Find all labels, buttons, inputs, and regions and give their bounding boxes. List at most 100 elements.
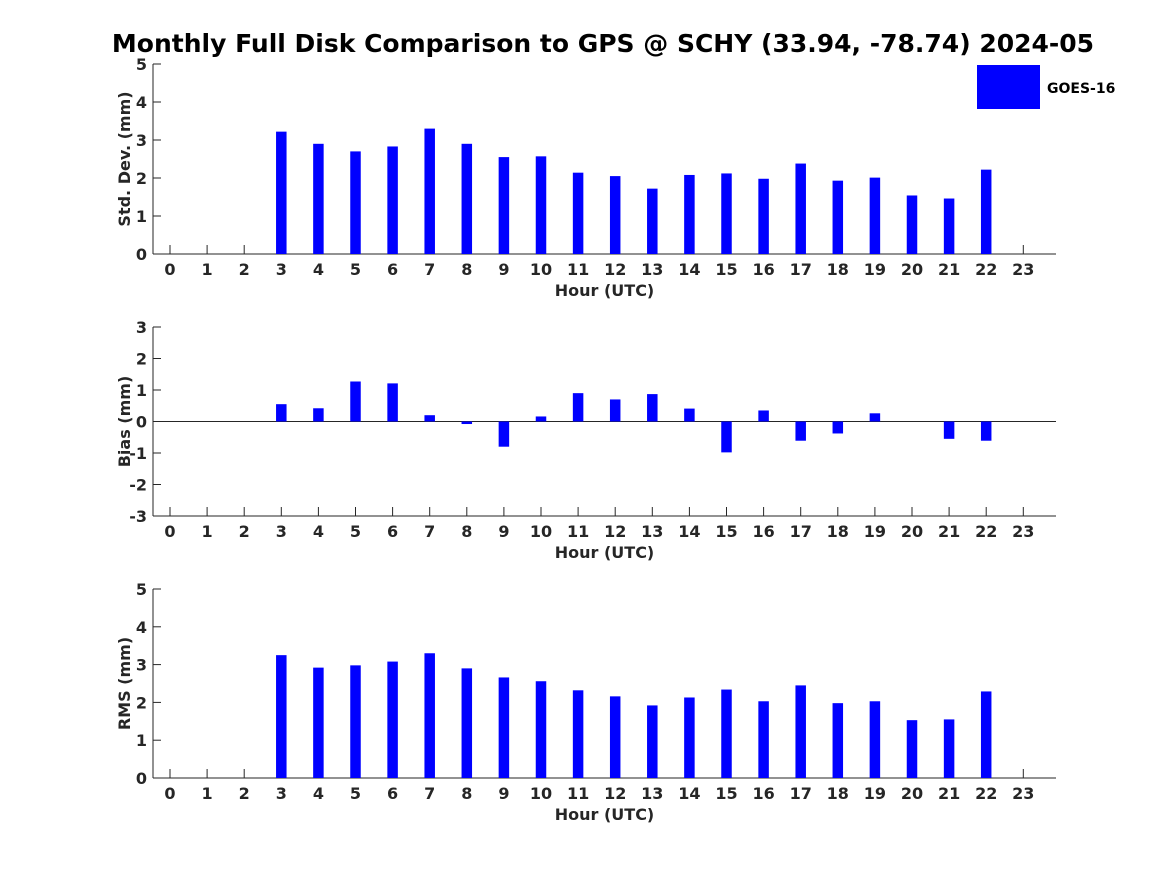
- bar-hour-4: [313, 408, 324, 422]
- x-tick-label: 23: [1012, 260, 1034, 279]
- x-tick-label: 13: [641, 260, 663, 279]
- bar-hour-17: [795, 685, 806, 778]
- x-axis-label: Hour (UTC): [555, 281, 655, 300]
- bar-hour-9: [498, 157, 510, 254]
- x-tick-label: 5: [350, 784, 361, 803]
- x-tick-label: 15: [715, 260, 737, 279]
- x-tick-label: 19: [864, 784, 886, 803]
- bar-hour-16: [758, 410, 769, 422]
- x-tick-label: 10: [530, 784, 552, 803]
- bar-hour-21: [943, 198, 955, 254]
- bar-hour-6: [387, 661, 398, 778]
- x-tick-label: 1: [202, 522, 213, 541]
- x-tick-label: 8: [461, 260, 472, 279]
- x-tick-label: 17: [790, 260, 812, 279]
- bar-hour-14: [684, 174, 695, 254]
- x-tick-label: 9: [498, 260, 509, 279]
- x-tick-label: 11: [567, 784, 589, 803]
- y-tick-label: 4: [136, 618, 147, 637]
- bar-hour-8: [461, 143, 473, 254]
- bar-hour-9: [498, 421, 510, 447]
- x-tick-label: 21: [938, 522, 960, 541]
- x-tick-label: 13: [641, 522, 663, 541]
- y-tick-label: -1: [129, 444, 147, 463]
- y-tick-label: 3: [136, 318, 147, 337]
- bar-hour-6: [387, 383, 398, 422]
- bar-hour-15: [721, 689, 732, 778]
- x-tick-label: 11: [567, 260, 589, 279]
- x-tick-label: 22: [975, 260, 997, 279]
- x-tick-label: 9: [498, 784, 509, 803]
- bar-hour-19: [869, 177, 881, 254]
- bar-hour-21: [943, 421, 955, 439]
- x-tick-label: 7: [424, 784, 435, 803]
- y-tick-label: 3: [136, 131, 147, 150]
- bar-hour-17: [795, 421, 806, 441]
- x-tick-label: 4: [313, 784, 324, 803]
- bar-hour-22: [980, 169, 992, 254]
- bar-hour-7: [424, 653, 435, 778]
- y-tick-label: 0: [136, 245, 147, 264]
- bar-hour-11: [572, 393, 584, 422]
- y-axis-label: RMS (mm): [115, 637, 134, 730]
- y-axis-label: Std. Dev. (mm): [115, 91, 134, 226]
- x-tick-label: 16: [752, 260, 774, 279]
- bar-hour-18: [832, 703, 844, 778]
- x-tick-label: 0: [164, 784, 175, 803]
- x-tick-label: 2: [239, 260, 250, 279]
- bar-hour-5: [350, 665, 361, 778]
- bar-hour-15: [721, 421, 732, 453]
- y-tick-label: 2: [136, 693, 147, 712]
- y-tick-label: 5: [136, 55, 147, 74]
- x-tick-label: 15: [715, 784, 737, 803]
- y-tick-label: 2: [136, 350, 147, 369]
- x-tick-label: 2: [239, 784, 250, 803]
- x-tick-label: 3: [276, 784, 287, 803]
- bar-hour-12: [609, 399, 621, 422]
- bar-hour-12: [609, 176, 621, 254]
- x-tick-label: 12: [604, 260, 626, 279]
- x-tick-label: 18: [827, 260, 849, 279]
- bar-hour-8: [461, 421, 473, 425]
- x-tick-label: 20: [901, 784, 923, 803]
- bar-hour-5: [350, 381, 361, 422]
- bar-hour-10: [535, 416, 547, 422]
- y-tick-label: -3: [129, 507, 147, 526]
- x-tick-label: 12: [604, 522, 626, 541]
- bar-hour-7: [424, 415, 435, 422]
- x-tick-label: 23: [1012, 522, 1034, 541]
- bar-hour-16: [758, 701, 769, 778]
- x-tick-label: 1: [202, 260, 213, 279]
- bar-hour-5: [350, 151, 361, 254]
- bar-hour-4: [313, 143, 324, 254]
- x-tick-label: 16: [752, 784, 774, 803]
- legend: GOES-16: [977, 65, 1115, 109]
- x-tick-label: 14: [678, 784, 700, 803]
- x-tick-label: 20: [901, 522, 923, 541]
- bar-hour-12: [609, 696, 621, 778]
- bar-hour-17: [795, 163, 806, 254]
- x-tick-label: 21: [938, 260, 960, 279]
- x-tick-label: 15: [715, 522, 737, 541]
- bar-hour-22: [980, 691, 992, 778]
- bar-hour-18: [832, 421, 844, 434]
- bar-hour-19: [869, 701, 881, 778]
- x-tick-label: 0: [164, 260, 175, 279]
- x-tick-label: 18: [827, 522, 849, 541]
- x-tick-label: 8: [461, 522, 472, 541]
- x-tick-label: 19: [864, 522, 886, 541]
- x-tick-label: 13: [641, 784, 663, 803]
- x-tick-label: 22: [975, 784, 997, 803]
- x-tick-label: 17: [790, 784, 812, 803]
- bar-hour-20: [906, 195, 918, 254]
- y-tick-label: 2: [136, 169, 147, 188]
- x-tick-label: 2: [239, 522, 250, 541]
- bar-hour-14: [684, 697, 695, 778]
- x-tick-label: 21: [938, 784, 960, 803]
- bar-hour-13: [647, 705, 658, 778]
- x-tick-label: 23: [1012, 784, 1034, 803]
- bar-hour-9: [498, 677, 510, 778]
- x-tick-label: 6: [387, 784, 398, 803]
